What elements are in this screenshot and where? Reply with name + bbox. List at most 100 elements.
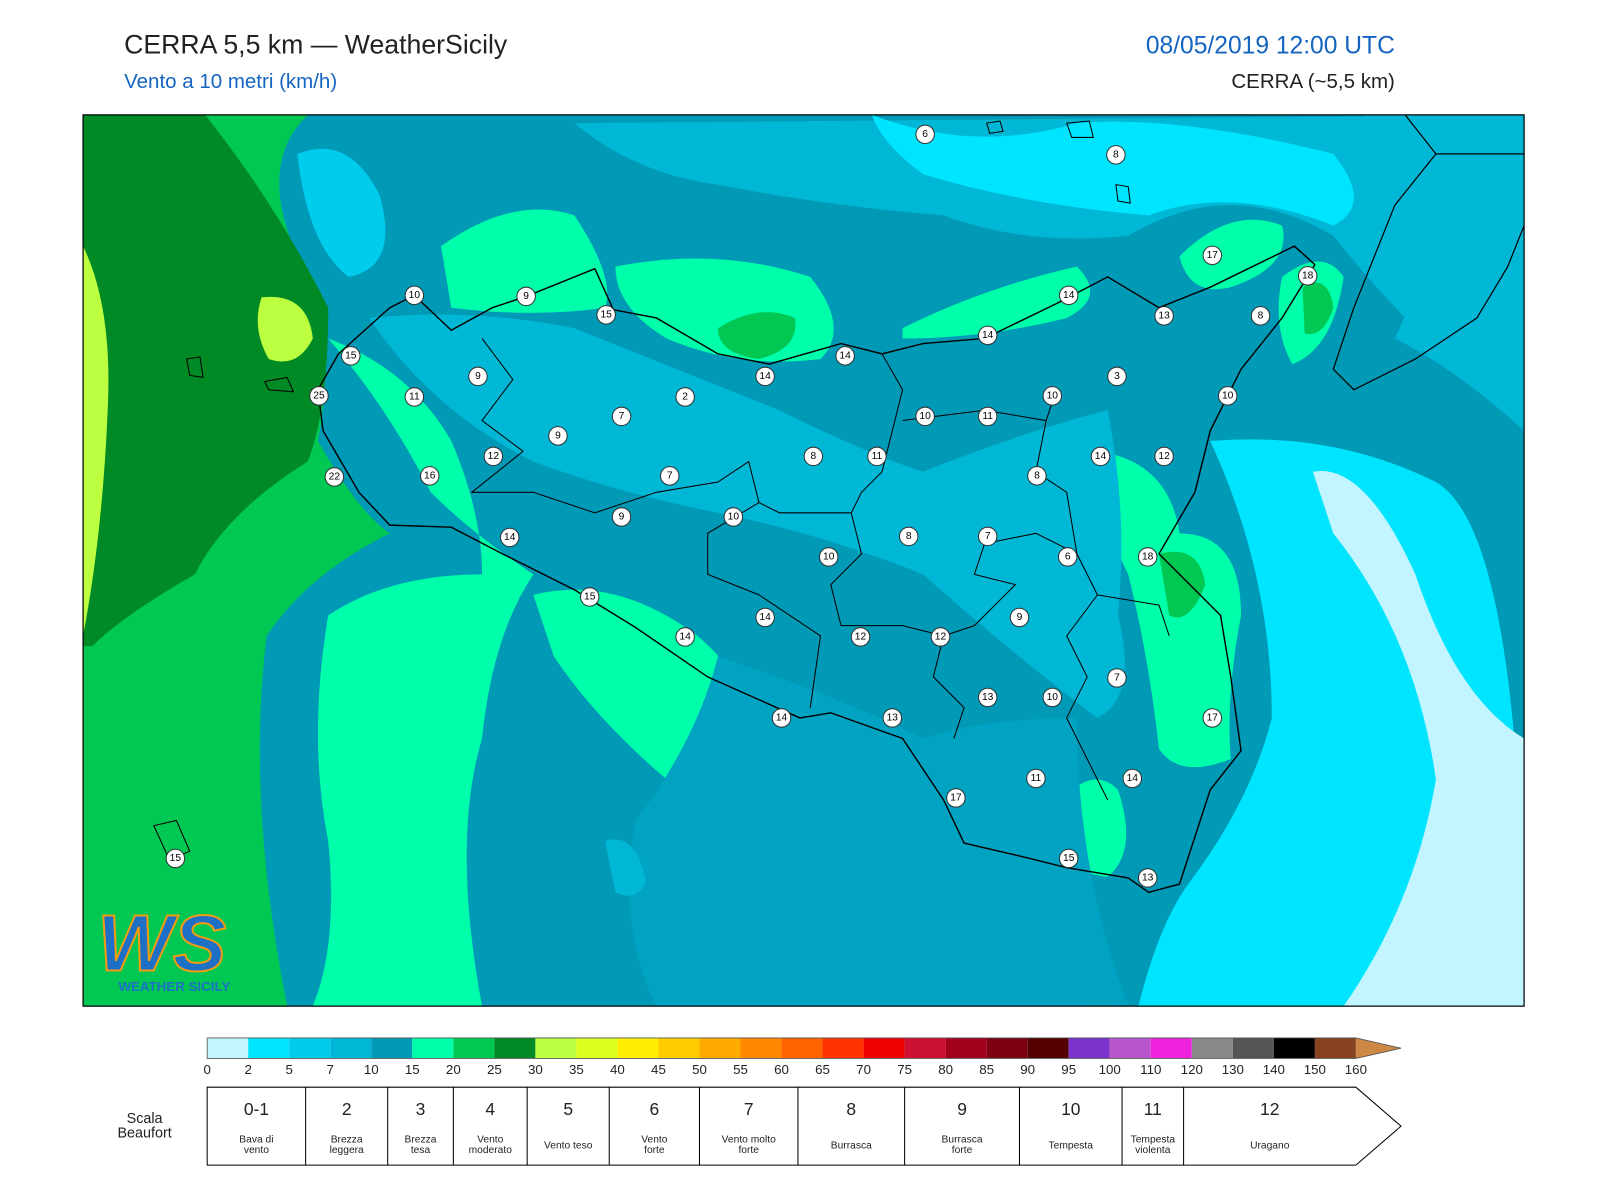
station-value: 9	[475, 371, 481, 382]
field-aquamarine	[312, 338, 534, 1007]
field-lime	[83, 246, 109, 636]
station-value: 7	[619, 411, 625, 422]
station-value: 14	[759, 371, 771, 382]
station-value: 15	[170, 853, 182, 864]
station-marker	[977, 325, 998, 346]
beaufort-force: 10	[1061, 1099, 1081, 1119]
station-value: 8	[1034, 470, 1040, 481]
station-marker	[1154, 306, 1174, 326]
station-value: 8	[1258, 310, 1264, 321]
colorbar-label: 15	[405, 1062, 420, 1077]
beaufort-description: forte	[644, 1145, 665, 1156]
station-marker	[309, 386, 329, 406]
station-marker	[483, 446, 504, 467]
station-value: 14	[504, 532, 516, 543]
colorbar-segment	[986, 1037, 1028, 1059]
colorbar: 0 2 5 7 10 15 20 25 30 35 40 45 50 55 60 65 70 75 80 85 90 95…	[203, 1037, 1402, 1077]
field-aquamarine	[441, 209, 608, 313]
field-green	[1302, 282, 1334, 335]
station-marker	[946, 788, 966, 808]
station-value: 25	[313, 390, 325, 401]
map-datetime: 08/05/2019 12:00 UTC	[1146, 32, 1395, 59]
station-marker	[915, 406, 935, 427]
station-marker	[548, 426, 568, 446]
station-marker	[1009, 607, 1030, 628]
colorbar-label: 140	[1263, 1062, 1285, 1077]
beaufort-force: 12	[1260, 1099, 1279, 1119]
station-marker	[165, 848, 186, 869]
beaufort-description: Vento	[477, 1135, 504, 1146]
beaufort-description: Uragano	[1250, 1141, 1290, 1152]
station-value: 11	[982, 411, 993, 422]
station-marker	[915, 124, 935, 145]
beaufort-description: Tempesta	[1131, 1135, 1176, 1146]
map-frame	[82, 114, 1525, 1007]
colorbar-label: 5	[286, 1062, 293, 1077]
coastline	[317, 245, 1316, 894]
colorbar-label: 110	[1140, 1062, 1161, 1077]
colorbar-segment	[1027, 1037, 1069, 1059]
field-lightteal	[369, 314, 1125, 718]
station-marker	[1042, 386, 1063, 406]
colorbar-outline	[206, 1037, 1402, 1059]
beaufort-description: forte	[738, 1145, 759, 1156]
station-marker	[1250, 306, 1271, 326]
field-cyan	[297, 148, 386, 277]
station-marker	[596, 305, 616, 325]
field-teal	[629, 656, 1129, 1007]
station-value: 11	[1031, 773, 1042, 784]
station-value: 11	[409, 391, 420, 402]
station-value: 15	[600, 309, 612, 320]
station-value: 15	[1063, 853, 1075, 864]
beaufort-description: moderato	[469, 1145, 513, 1156]
station-marker	[1042, 687, 1063, 708]
station-marker	[500, 527, 520, 548]
province-borders	[470, 338, 1170, 801]
station-marker	[898, 526, 919, 547]
station-value: 15	[345, 350, 357, 361]
colorbar-label: 40	[610, 1062, 625, 1077]
station-value: 14	[759, 612, 771, 623]
station-value: 3	[1114, 371, 1120, 382]
station-marker	[1217, 386, 1238, 406]
beaufort-description: Vento	[641, 1135, 668, 1146]
beaufort-force: 5	[563, 1099, 573, 1119]
station-marker	[1107, 366, 1127, 387]
model-label: CERRA (~5,5 km)	[1231, 70, 1394, 93]
logo-name: WEATHER SICILY	[118, 979, 230, 994]
station-value: 17	[1207, 712, 1219, 723]
station-marker	[723, 507, 744, 527]
beaufort-description: forte	[952, 1145, 973, 1156]
station-value: 13	[1142, 872, 1154, 883]
field-palecyan	[1312, 470, 1525, 1007]
station-value: 8	[1113, 149, 1119, 160]
colorbar-segment	[412, 1037, 454, 1059]
station-value: 16	[424, 470, 436, 481]
station-marker	[420, 466, 440, 486]
station-marker	[675, 627, 695, 647]
colorbar-label: 90	[1020, 1062, 1035, 1077]
station-value: 10	[409, 290, 421, 301]
beaufort-force: 0-1	[244, 1099, 269, 1119]
station-value: 12	[488, 451, 500, 462]
station-value: 14	[776, 712, 788, 723]
station-value: 13	[1158, 310, 1170, 321]
station-marker	[803, 446, 824, 467]
station-marker	[341, 346, 361, 366]
colorbar-segment	[535, 1037, 577, 1059]
field-green	[717, 312, 796, 359]
station-value: 17	[1207, 250, 1219, 261]
station-marker	[611, 507, 632, 527]
station-marker	[1154, 446, 1174, 467]
station-value: 6	[1065, 551, 1071, 562]
station-value: 9	[523, 291, 529, 302]
station-value: 13	[887, 712, 899, 723]
colorbar-label: 0	[203, 1062, 210, 1077]
station-marker	[611, 406, 632, 427]
calabria-coast	[1332, 114, 1525, 391]
colorbar-segment	[371, 1037, 413, 1059]
colorbar-extension	[1355, 1037, 1402, 1059]
station-marker	[675, 387, 695, 407]
